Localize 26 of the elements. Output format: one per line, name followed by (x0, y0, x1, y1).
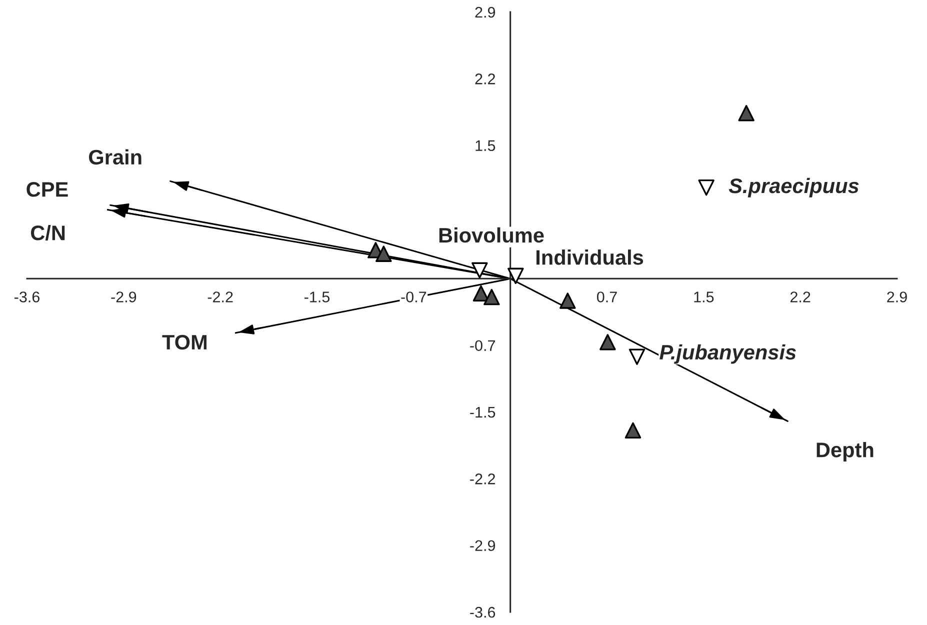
x-tick-label: 2.2 (790, 292, 810, 302)
annotation: S.praecipuus (728, 178, 859, 198)
x-tick-label: -2.2 (208, 292, 233, 302)
annotation: Biovolume (439, 227, 544, 243)
series-label: Depth (816, 442, 874, 462)
x-tick-label: 0.7 (596, 292, 617, 302)
x-tick-label: -1.5 (304, 292, 330, 302)
y-tick-label: -3.6 (470, 606, 496, 618)
series-label: Grain (89, 149, 142, 165)
annotation: Individuals (536, 250, 644, 265)
y-tick-label: 2.9 (475, 6, 496, 18)
x-tick-label: -2.9 (111, 292, 136, 302)
x-tick-label: 2.9 (887, 292, 907, 302)
y-tick-label: -2.2 (470, 474, 495, 484)
y-tick-label: 2.2 (475, 74, 495, 84)
y-tick-label: 1.5 (476, 140, 496, 152)
annotation: P.jubanyensis (660, 344, 796, 364)
legend-label: TOM (162, 334, 206, 350)
x-tick-label: -0.7 (401, 292, 426, 302)
y-tick-label: -0.7 (470, 340, 495, 352)
y-tick-label: -2.9 (470, 540, 496, 552)
x-tick-label: -3.6 (14, 292, 40, 302)
y-tick-label: -1.5 (470, 407, 496, 418)
text: CPE (26, 182, 68, 197)
x-tick-label: 1.5 (694, 292, 714, 302)
text: C/N (30, 224, 65, 241)
